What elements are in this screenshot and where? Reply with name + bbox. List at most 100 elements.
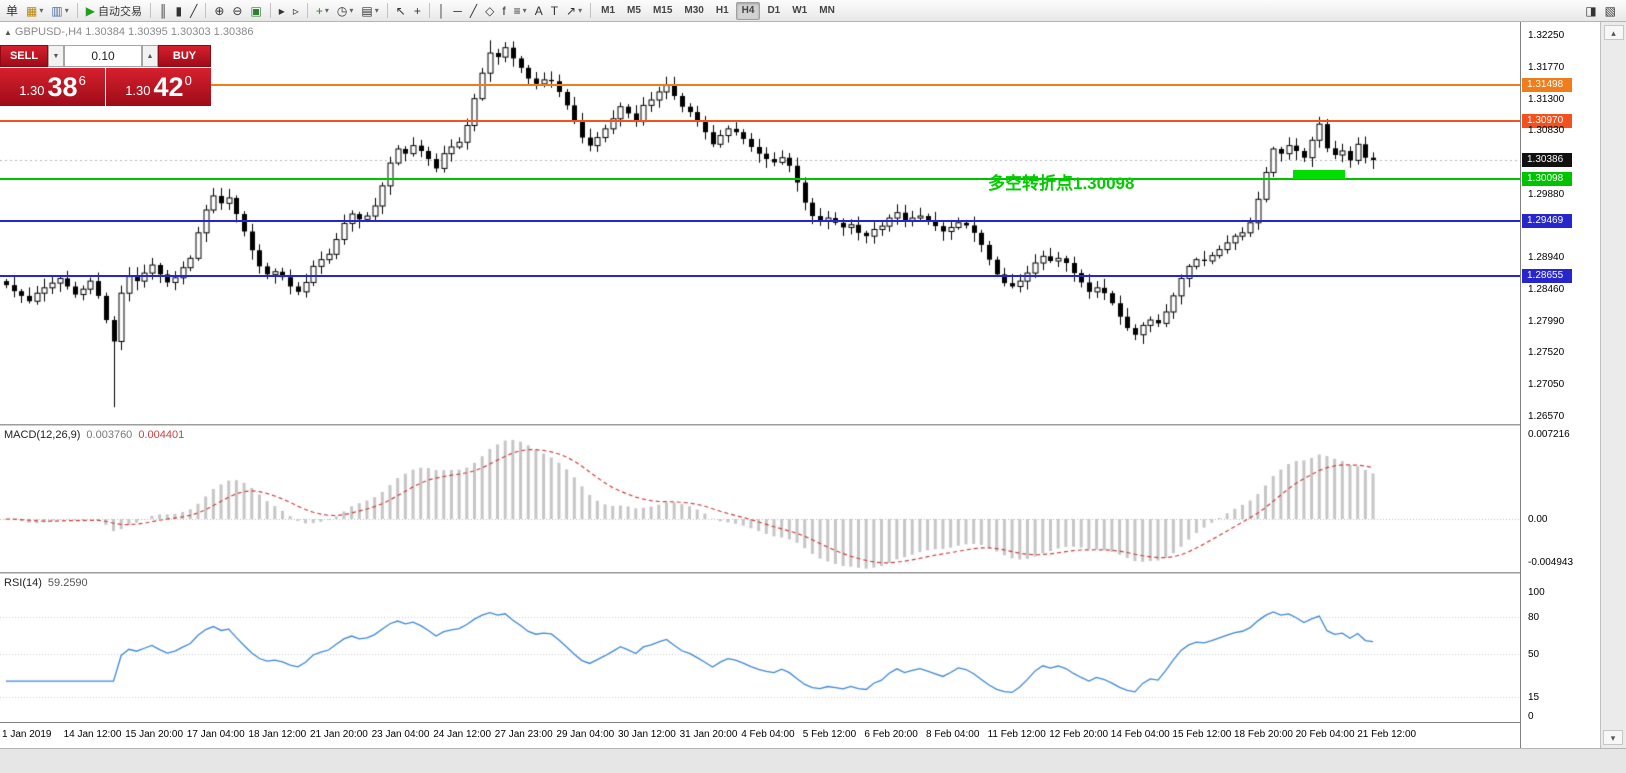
dropdown-caret-icon: ▾ — [349, 6, 354, 15]
text-label-button[interactable]: T — [548, 2, 561, 20]
price-axis-label: 1.28940 — [1528, 251, 1565, 263]
price-level-line[interactable] — [0, 220, 1520, 223]
timeframe-button-h1[interactable]: H1 — [715, 5, 729, 16]
line-chart-icon: ╱ — [190, 3, 198, 18]
toolbar-separator — [386, 3, 388, 18]
price-axis[interactable]: 1.31498 1.30970 1.30098 1.29469 1.28655 1.303… — [1520, 22, 1600, 748]
toolbar-separator — [149, 3, 151, 18]
macd-panel-canvas[interactable] — [0, 426, 1520, 572]
equidistant-channel-button[interactable]: ◇ — [482, 2, 497, 20]
highlight-rectangle[interactable] — [1293, 170, 1346, 180]
new-chart-button[interactable]: ▦ ▾ — [23, 2, 46, 20]
rsi-panel-canvas[interactable] — [0, 574, 1520, 722]
time-axis-label: 18 Feb 20:00 — [1234, 729, 1293, 740]
periods-icon: ◷ — [336, 3, 348, 18]
data-window-icon: ◨ — [1585, 3, 1597, 18]
indicators-button[interactable]: + ▾ — [313, 2, 332, 20]
dropdown-caret-icon: ▾ — [324, 6, 329, 15]
timeframe-button-m5[interactable]: M5 — [627, 5, 641, 16]
arrows-button[interactable]: ↗ ▾ — [563, 2, 585, 20]
price-level-badge: 1.31498 — [1522, 78, 1572, 93]
shapes-icon: ≡ — [513, 3, 521, 18]
toolbar-right-group: ◨ ▧ — [1581, 2, 1620, 20]
timeframe-button-m1[interactable]: M1 — [601, 5, 616, 16]
shapes-button[interactable]: ≡ ▾ — [511, 2, 530, 20]
scroll-up-icon[interactable]: ▴ — [1603, 25, 1624, 40]
crosshair-button[interactable]: + — [411, 2, 424, 20]
new-order-button[interactable]: 单 — [3, 2, 21, 20]
autotrading-button[interactable]: ▶ 自动交易 — [83, 2, 145, 20]
volume-up-button[interactable]: ▲ — [142, 45, 158, 67]
zoom-in-button[interactable]: ⊕ — [211, 2, 227, 20]
time-axis-label: 30 Jan 12:00 — [618, 729, 676, 740]
tile-windows-button[interactable]: ▣ — [247, 2, 264, 20]
periods-button[interactable]: ◷ ▾ — [334, 2, 357, 20]
crosshair-icon: + — [413, 3, 421, 18]
panel-separator[interactable] — [0, 572, 1520, 574]
volume-input[interactable] — [64, 45, 142, 67]
timeframe-button-h4[interactable]: H4 — [735, 1, 761, 20]
tile-windows-icon: ▣ — [250, 3, 262, 18]
turning-point-annotation[interactable]: 多空转折点1.30098 — [988, 174, 1135, 193]
candlestick-chart-icon: ▮ — [175, 3, 183, 18]
toolbar-separator — [590, 3, 592, 18]
sell-button[interactable]: SELL — [0, 45, 48, 67]
timeframe-button-w1[interactable]: W1 — [792, 5, 808, 16]
time-axis[interactable]: 1 Jan 2019 14 Jan 12:00 15 Jan 20:00 17 Jan… — [0, 722, 1520, 748]
zoom-out-button[interactable]: ⊖ — [229, 2, 245, 20]
time-axis-label: 21 Jan 20:00 — [310, 729, 368, 740]
text-button[interactable]: A — [532, 2, 546, 20]
time-axis-label: 27 Jan 23:00 — [494, 729, 553, 740]
time-axis-label: 14 Feb 04:00 — [1110, 729, 1170, 740]
auto-scroll-icon: ▸ — [278, 3, 285, 18]
time-axis-label: 23 Jan 04:00 — [371, 729, 430, 740]
buy-button[interactable]: BUY — [158, 45, 211, 67]
volume-down-button[interactable]: ▼ — [48, 45, 64, 67]
rsi-axis-label: 80 — [1528, 611, 1540, 623]
sell-price-display[interactable]: 1.30 38 6 — [0, 68, 105, 106]
dropdown-caret-icon: ▾ — [578, 6, 583, 15]
text-icon: A — [534, 3, 543, 18]
candlestick-chart-button[interactable]: ▮ — [172, 2, 185, 20]
buy-price-pips: 42 — [153, 71, 184, 102]
timeframe-button-d1[interactable]: D1 — [767, 5, 781, 16]
chart-shift-button[interactable]: ▹ — [290, 2, 302, 20]
new-order-icon: 单 — [6, 3, 19, 18]
scroll-down-icon[interactable]: ▾ — [1603, 730, 1623, 745]
rsi-name: RSI(14) — [4, 577, 42, 589]
vertical-line-button[interactable]: │ — [435, 2, 449, 20]
price-level-line[interactable] — [0, 275, 1520, 278]
timeframe-button-m15[interactable]: M15 — [652, 5, 673, 16]
bar-chart-icon: ║ — [158, 3, 168, 18]
profiles-icon: ▥ — [51, 3, 63, 18]
cursor-button[interactable]: ↖ — [393, 2, 409, 20]
dropdown-caret-icon: ▾ — [64, 6, 69, 15]
horizontal-line-button[interactable]: ─ — [450, 2, 465, 20]
bar-chart-button[interactable]: ║ — [156, 2, 171, 20]
buy-price-display[interactable]: 1.30 42 0 — [106, 68, 211, 106]
auto-scroll-button[interactable]: ▸ — [276, 2, 288, 20]
timeframe-button-m30[interactable]: M30 — [684, 5, 704, 16]
profiles-button[interactable]: ▥ ▾ — [48, 2, 71, 20]
equidistant-channel-icon: ◇ — [485, 3, 495, 18]
time-axis-label: 20 Feb 04:00 — [1295, 729, 1355, 740]
price-level-line[interactable] — [0, 119, 1520, 122]
templates-button[interactable]: ▤ ▾ — [358, 2, 381, 20]
navigator-icon[interactable]: ▧ — [1602, 2, 1619, 20]
vertical-line-icon: │ — [437, 3, 446, 18]
trendline-button[interactable]: ╱ — [467, 2, 480, 20]
panel-separator[interactable] — [0, 424, 1520, 426]
arrows-icon: ↗ — [566, 3, 577, 18]
data-window-icon[interactable]: ◨ — [1582, 2, 1599, 20]
candlestick-chart-canvas[interactable] — [0, 22, 1520, 424]
main-chart-overlays: 多空转折点1.30098 — [0, 22, 1520, 424]
price-axis-label: 1.29880 — [1528, 188, 1565, 200]
line-chart-button[interactable]: ╱ — [187, 2, 200, 20]
price-axis-label: 1.26570 — [1528, 410, 1565, 422]
macd-label: MACD(12,26,9) 0.003760 0.004401 — [4, 429, 184, 441]
timeframe-button-mn[interactable]: MN — [819, 5, 835, 16]
price-level-line[interactable] — [0, 178, 1520, 181]
fibonacci-button[interactable]: f — [499, 2, 508, 20]
price-level-line[interactable] — [0, 84, 1520, 87]
